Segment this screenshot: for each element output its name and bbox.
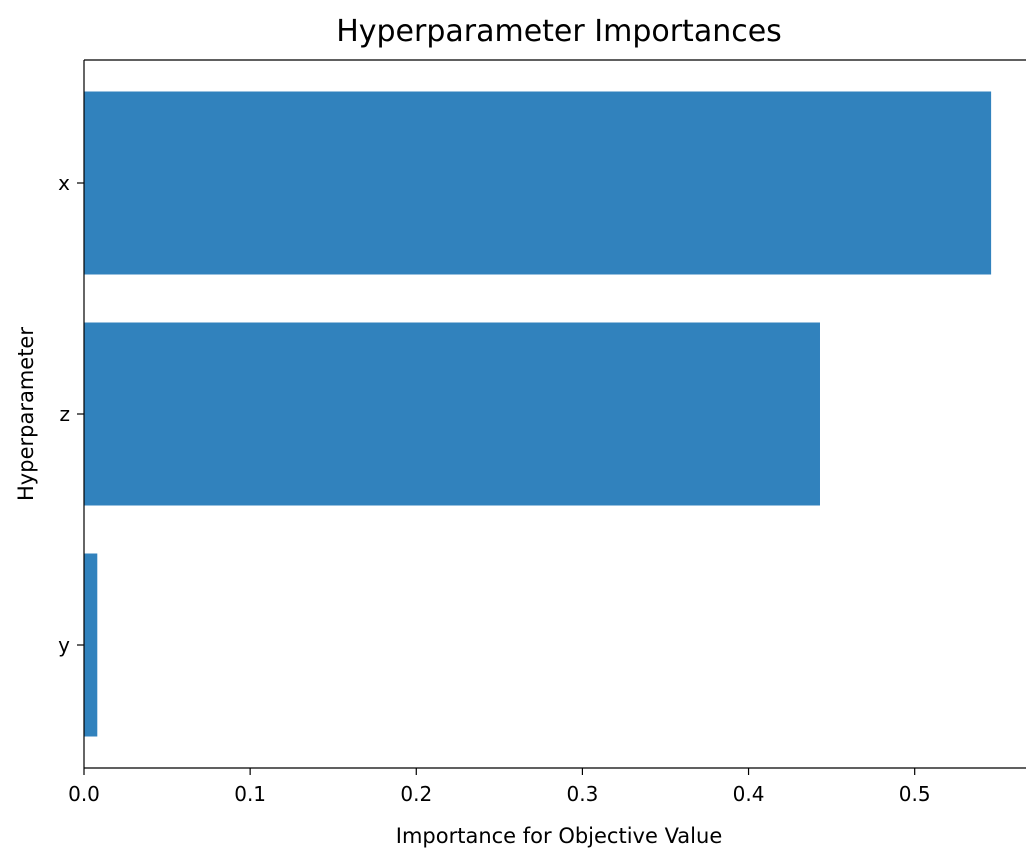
bar-y [84, 553, 98, 737]
y-ticks: y z x [58, 171, 84, 657]
x-ticks: 0.0 0.1 0.2 0.3 0.4 0.5 [68, 768, 931, 806]
chart-title: Hyperparameter Importances [336, 14, 782, 49]
y-axis-label: Hyperparameter [14, 327, 38, 501]
y-tick-label-z: z [60, 402, 71, 426]
x-tick-label-2: 0.2 [400, 782, 432, 806]
x-tick-label-3: 0.3 [567, 782, 599, 806]
y-tick-label-x: x [58, 171, 70, 195]
x-axis-label: Importance for Objective Value [396, 824, 722, 848]
x-tick-label-1: 0.1 [234, 782, 266, 806]
bar-x [84, 91, 992, 275]
bar-z [84, 322, 820, 506]
x-tick-label-5: 0.5 [899, 782, 931, 806]
y-tick-label-y: y [58, 633, 70, 657]
x-tick-label-0: 0.0 [68, 782, 100, 806]
bars-layer [84, 91, 992, 737]
x-tick-label-4: 0.4 [733, 782, 765, 806]
